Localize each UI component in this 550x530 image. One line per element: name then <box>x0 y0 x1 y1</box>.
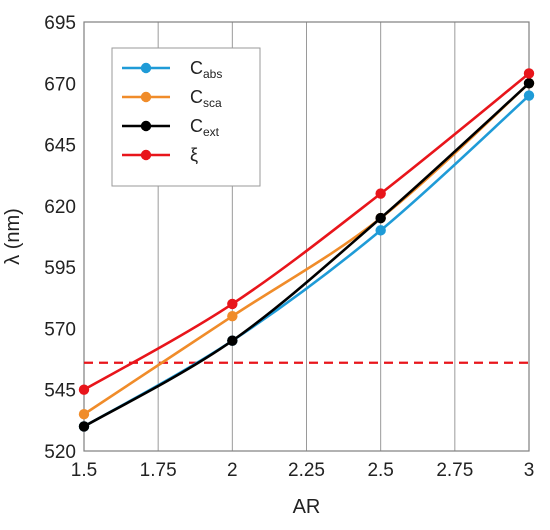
data-point <box>523 68 535 79</box>
series-layer <box>78 68 535 432</box>
legend-swatch-marker <box>140 62 152 74</box>
data-point <box>227 298 238 310</box>
series-ext <box>78 78 535 432</box>
series-line <box>83 72 530 391</box>
x-tick-label: 2.25 <box>288 460 325 481</box>
legend-swatch-marker <box>140 120 152 132</box>
y-tick-label: 545 <box>44 381 76 402</box>
x-tick-label: 2.75 <box>436 460 473 481</box>
legend-swatch-marker <box>140 91 152 103</box>
legend-label: ξ <box>190 145 198 165</box>
y-tick-label: 595 <box>44 258 76 279</box>
data-point <box>227 335 238 346</box>
data-point <box>523 90 535 101</box>
data-point <box>523 78 535 89</box>
x-tick-label: 1.5 <box>71 460 97 481</box>
series-line <box>83 82 530 428</box>
x-tick-label: 3 <box>524 460 535 481</box>
series-xi <box>78 68 535 395</box>
y-tick-label: 620 <box>44 197 76 218</box>
legend-item: ξ <box>122 145 198 165</box>
x-axis-title: AR <box>293 496 321 518</box>
data-point <box>227 310 238 322</box>
data-point <box>375 225 386 236</box>
x-tick-label: 2.5 <box>367 460 393 481</box>
data-point <box>78 409 90 420</box>
data-point <box>375 188 386 199</box>
x-tick-label: 2 <box>227 460 238 481</box>
y-axis-title: λ (nm) <box>2 208 24 265</box>
y-tick-label: 570 <box>44 319 76 340</box>
data-point <box>78 384 90 395</box>
y-tick-labels: 520 545 570 595 620 645 670 695 <box>44 13 76 463</box>
y-tick-label: 695 <box>44 13 76 34</box>
y-tick-label: 520 <box>44 442 76 463</box>
plot-frame <box>83 21 530 452</box>
y-tick-label: 645 <box>44 136 76 157</box>
legend-swatch-marker <box>140 149 152 161</box>
data-point <box>375 212 386 224</box>
legend-box <box>111 47 261 187</box>
x-tick-labels: 1.5 1.75 2 2.25 2.5 2.75 3 <box>71 460 535 481</box>
x-tick-label: 1.75 <box>140 460 177 481</box>
data-point <box>78 421 90 432</box>
y-tick-label: 670 <box>44 74 76 95</box>
